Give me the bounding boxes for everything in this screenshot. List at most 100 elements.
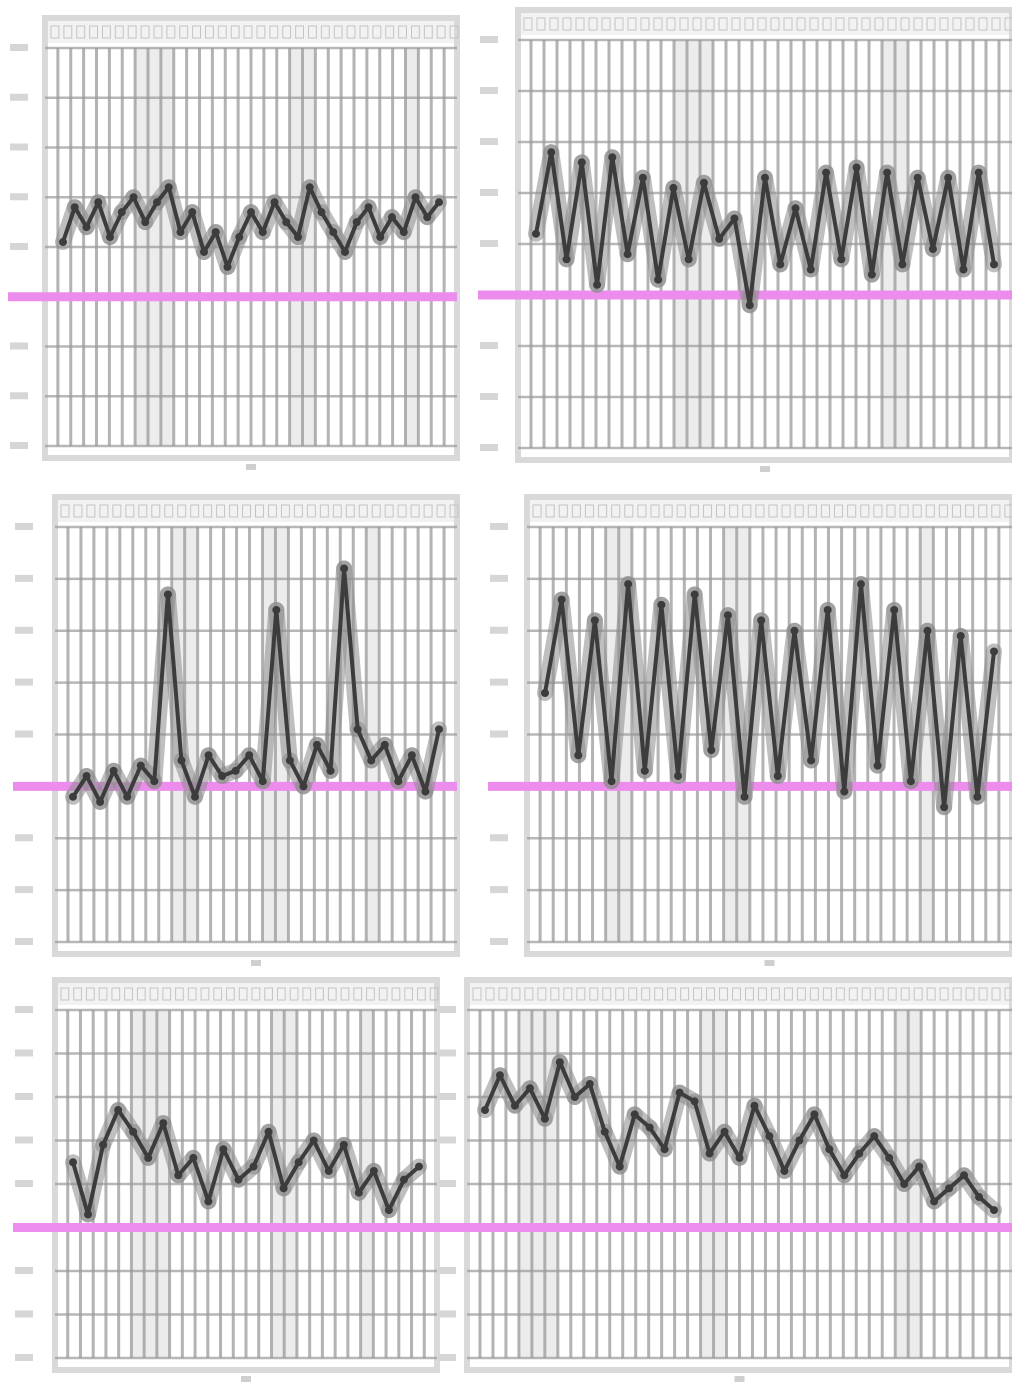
header-cell (164, 504, 174, 518)
header-cell (589, 987, 599, 1001)
y-tick-mark (490, 626, 508, 634)
data-point (645, 1123, 654, 1132)
header-cell (149, 987, 159, 1001)
data-point (84, 1210, 93, 1219)
data-point (352, 218, 361, 227)
data-point (885, 1153, 894, 1162)
header-cell (230, 25, 240, 39)
header-cell (926, 17, 936, 31)
header-cell (913, 17, 923, 31)
data-point (640, 766, 649, 775)
header-cell (436, 504, 446, 518)
header-cell (472, 987, 482, 1001)
data-point (153, 198, 161, 207)
header-cell (978, 987, 988, 1001)
header-cell (719, 987, 729, 1001)
data-point (555, 1058, 564, 1067)
panel-header-strip (530, 500, 1009, 522)
header-cell (571, 504, 581, 518)
header-cell (926, 987, 936, 1001)
header-cell (913, 987, 923, 1001)
chart-panel-top-left (8, 15, 460, 470)
header-cell (729, 504, 739, 518)
data-point (615, 1162, 624, 1171)
data-point (272, 606, 281, 614)
header-cell (796, 17, 806, 31)
data-point (435, 725, 443, 734)
data-point (973, 792, 982, 801)
header-cell (731, 17, 741, 31)
header-cell (676, 504, 686, 518)
data-point (593, 280, 602, 289)
header-cell (372, 25, 382, 39)
data-point (299, 782, 308, 791)
data-point (715, 234, 724, 243)
data-point (608, 153, 617, 162)
y-tick-mark (15, 938, 33, 945)
header-cell (861, 987, 871, 1001)
header-cell (640, 17, 650, 31)
header-cell (127, 25, 137, 39)
header-cell (679, 17, 689, 31)
data-point (915, 1162, 924, 1171)
data-point (745, 301, 754, 310)
header-cell (308, 25, 317, 39)
header-cell (783, 17, 793, 31)
y-tick-mark (15, 626, 33, 634)
header-cell (397, 504, 407, 518)
data-point (600, 1127, 609, 1136)
header-cell (654, 987, 664, 1001)
header-cell (333, 25, 343, 39)
data-point (699, 178, 708, 187)
data-point (660, 1145, 669, 1154)
data-point (750, 1101, 759, 1110)
header-cell (340, 987, 350, 1001)
data-point (294, 233, 302, 242)
x-axis-tick (764, 960, 775, 966)
data-point (394, 777, 403, 786)
header-cell (358, 504, 368, 518)
data-point (369, 1166, 378, 1175)
x-axis-tick (251, 960, 261, 966)
header-cell (1004, 17, 1012, 31)
data-point (707, 746, 716, 755)
data-point (495, 1071, 504, 1080)
data-point (341, 247, 349, 256)
header-cell (887, 987, 897, 1001)
data-point (723, 611, 732, 620)
y-tick-mark (438, 1180, 456, 1187)
header-cell (637, 504, 647, 518)
y-tick-mark (490, 523, 508, 530)
header-cell (991, 987, 1001, 1001)
data-point (940, 803, 949, 812)
header-cell (73, 987, 82, 1001)
header-cell (835, 17, 845, 31)
data-point (309, 1136, 318, 1145)
header-cell (166, 25, 176, 39)
data-point (735, 1153, 744, 1162)
header-cell (353, 987, 363, 1001)
header-cell (615, 987, 625, 1001)
data-point (258, 777, 267, 786)
data-point (421, 787, 430, 796)
header-cell (770, 987, 780, 1001)
header-cell (770, 17, 780, 31)
header-cell (411, 25, 420, 39)
data-point (873, 761, 882, 770)
data-point (959, 265, 968, 274)
header-cell (952, 17, 962, 31)
y-tick-mark (438, 1049, 456, 1057)
header-cell (900, 17, 910, 31)
header-cell (86, 504, 96, 518)
x-axis-tick (246, 464, 256, 470)
header-cell (524, 987, 534, 1001)
header-cell (203, 504, 213, 518)
data-point (960, 1171, 969, 1180)
y-tick-mark (15, 834, 33, 842)
header-cell (449, 504, 459, 518)
y-tick-mark (480, 87, 498, 94)
x-axis-tick (241, 1376, 251, 1382)
y-tick-mark (10, 93, 28, 101)
header-cell (111, 987, 121, 1001)
data-point (669, 183, 678, 192)
